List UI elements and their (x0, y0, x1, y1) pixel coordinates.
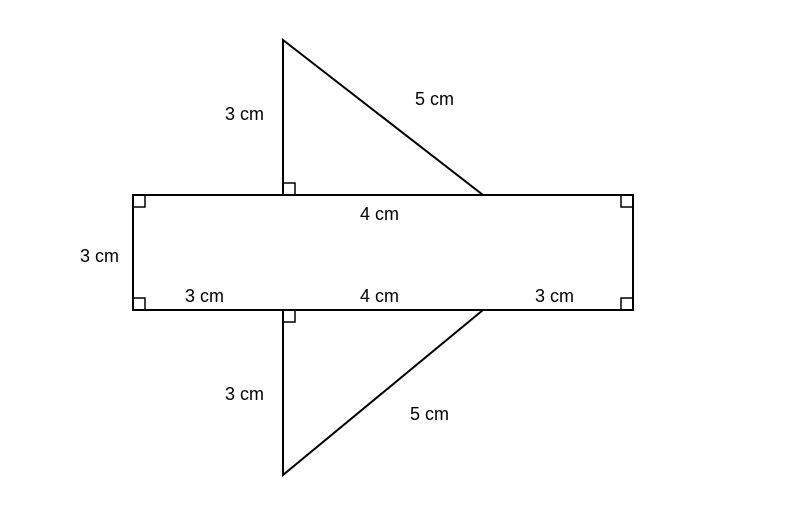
label-rect-bot-right: 3 cm (535, 286, 574, 306)
top-triangle (283, 40, 483, 195)
right-angle-marker (283, 310, 295, 322)
right-angle-marker (621, 195, 633, 207)
label-rect-bot-left: 3 cm (185, 286, 224, 306)
right-angle-marker (283, 183, 295, 195)
label-rect-bot-mid: 4 cm (360, 286, 399, 306)
right-angle-marker (133, 195, 145, 207)
label-bot-hypotenuse: 5 cm (410, 404, 449, 424)
label-rect-top-mid: 4 cm (360, 204, 399, 224)
right-angle-marker (133, 298, 145, 310)
label-bot-vertical: 3 cm (225, 384, 264, 404)
label-top-vertical: 3 cm (225, 104, 264, 124)
geometry-diagram: 3 cm 5 cm 4 cm 3 cm 3 cm 4 cm 3 cm 3 cm … (0, 0, 800, 525)
bottom-triangle (283, 310, 483, 475)
label-top-hypotenuse: 5 cm (415, 89, 454, 109)
label-rect-left: 3 cm (80, 246, 119, 266)
right-angle-marker (621, 298, 633, 310)
